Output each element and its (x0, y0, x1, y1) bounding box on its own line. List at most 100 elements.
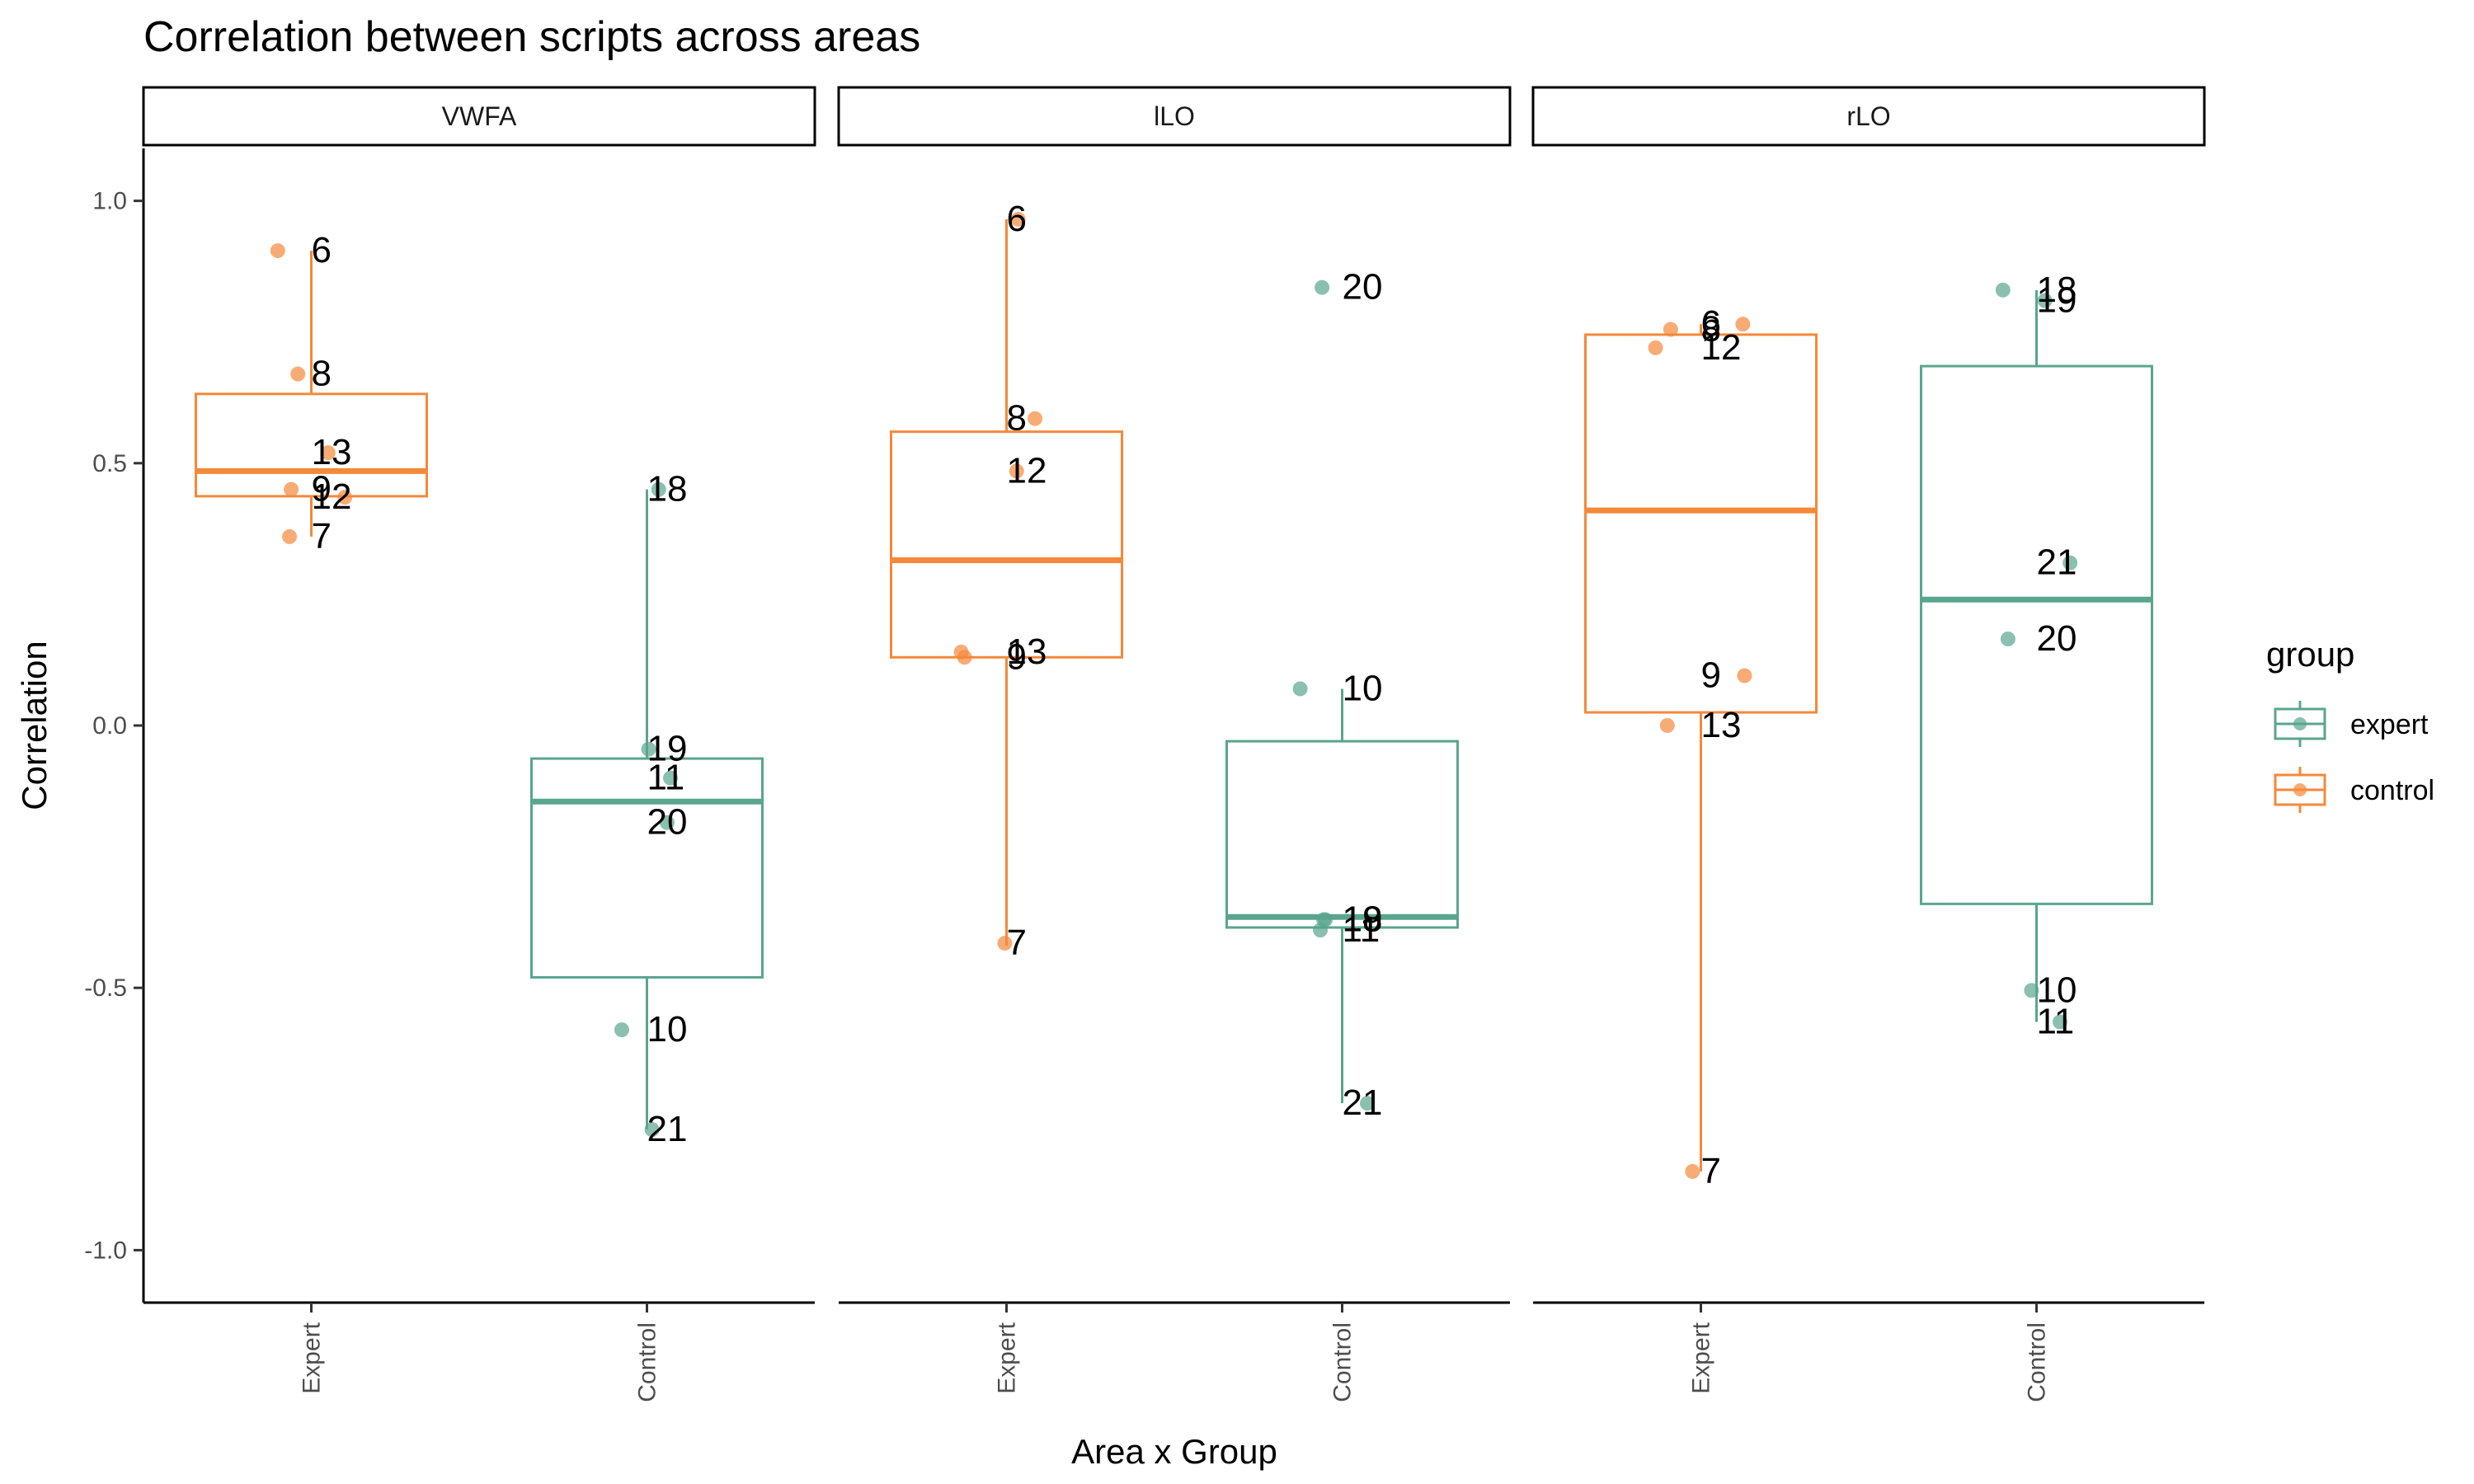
point-label: 8 (312, 354, 332, 394)
facet-strip-label: VWFA (442, 101, 517, 131)
point-label: 18 (647, 469, 688, 510)
point-label: 6 (1007, 199, 1027, 239)
point-label: 12 (312, 477, 352, 517)
y-tick-label: -0.5 (84, 974, 127, 1002)
point-label: 12 (1701, 327, 1742, 368)
point-label: 10 (647, 1009, 688, 1050)
point-label: 11 (647, 758, 685, 798)
point-label: 19 (1343, 899, 1383, 939)
facet-strip-label: lLO (1154, 101, 1195, 131)
data-point (1735, 317, 1751, 332)
point-label: 20 (647, 802, 688, 843)
iqr-box (195, 392, 428, 498)
legend-title: group (2266, 635, 2354, 674)
y-tick-label: 0.5 (92, 450, 127, 477)
iqr-box (530, 757, 764, 979)
point-label: 19 (647, 729, 688, 769)
data-point (651, 481, 666, 497)
y-axis-title: Correlation (15, 641, 54, 810)
data-point (1315, 279, 1330, 295)
data-point (1995, 282, 2011, 298)
point-label: 8 (1007, 398, 1027, 439)
x-tick-label: Expert (1688, 1322, 1715, 1393)
legend-point (2293, 783, 2307, 796)
data-point (2024, 983, 2039, 998)
point-label: 13 (312, 432, 352, 472)
data-point (270, 243, 285, 259)
x-tick-label: Control (1329, 1322, 1357, 1402)
point-label: 21 (647, 1109, 688, 1149)
point-label: 18 (2037, 270, 2077, 310)
point-label: 10 (1343, 668, 1383, 708)
data-point (282, 528, 298, 544)
point-label: 9 (1701, 655, 1721, 696)
y-axis: 1.0 0.5 0.0 -0.5 -1.0 (84, 148, 145, 1303)
data-point (1360, 1096, 1376, 1111)
x-tick-label: Expert (299, 1322, 326, 1393)
box-expert: 6 8 12 139 7 (890, 199, 1123, 963)
data-point (662, 770, 678, 786)
data-point (2052, 1014, 2067, 1030)
point-label: 6 (1701, 303, 1721, 344)
point-label: 6 (312, 230, 332, 270)
point-label: 10 (2037, 970, 2077, 1010)
data-point (641, 741, 656, 757)
x-tick-label: Expert (994, 1322, 1021, 1393)
point-label: 9 (312, 469, 332, 510)
chart-title: Correlation between scripts across areas (143, 13, 920, 61)
point-label: 20 (2037, 618, 2077, 659)
data-point (320, 445, 336, 461)
x-tick-label: Control (2024, 1322, 2051, 1402)
point-label: 7 (312, 516, 332, 556)
point-label: 18 (1343, 899, 1383, 939)
legend-label: expert (2350, 709, 2429, 740)
data-point (644, 1122, 660, 1137)
data-point (1010, 211, 1026, 227)
data-point (614, 1022, 629, 1038)
legend-label: control (2350, 775, 2434, 806)
legend-key-expert: expert (2274, 701, 2429, 747)
data-point (1648, 340, 1663, 355)
data-point (1685, 1163, 1700, 1179)
legend-point (2293, 717, 2307, 730)
data-point (2062, 555, 2078, 571)
point-label: 11 (1343, 909, 1380, 950)
point-label: 20 (1343, 267, 1383, 308)
data-point (997, 936, 1013, 951)
point-label: 7 (1007, 923, 1027, 963)
point-label: 11 (2037, 1002, 2075, 1042)
point-label: 12 (1007, 450, 1047, 491)
data-point (1737, 668, 1752, 683)
x-axis-title: Area x Group (1071, 1432, 1277, 1471)
iqr-box (1920, 364, 2153, 905)
facet-strip-label: rLO (1846, 101, 1890, 131)
data-point (1659, 718, 1675, 733)
data-point (1663, 322, 1678, 337)
point-label: 7 (1701, 1151, 1721, 1191)
data-point (1313, 923, 1329, 938)
point-label: 9 (1007, 636, 1027, 677)
data-point (1292, 681, 1308, 697)
iqr-box (1225, 740, 1459, 929)
point-label: 8 (1701, 309, 1721, 350)
facet-strip (837, 86, 1512, 147)
data-point (1009, 463, 1024, 479)
data-point (659, 815, 675, 830)
facet-strip (142, 86, 816, 147)
point-label: 13 (1701, 705, 1742, 745)
point-label: 13 (1007, 632, 1047, 672)
legend-key-control: control (2274, 767, 2434, 813)
legend: group expert control (2266, 635, 2434, 813)
facet-panels: VWFA68139127Expert181911201021ControllLO… (142, 86, 2206, 1402)
y-tick-label: 0.0 (92, 712, 127, 740)
iqr-box (1584, 333, 1818, 714)
data-point (2037, 293, 2053, 308)
